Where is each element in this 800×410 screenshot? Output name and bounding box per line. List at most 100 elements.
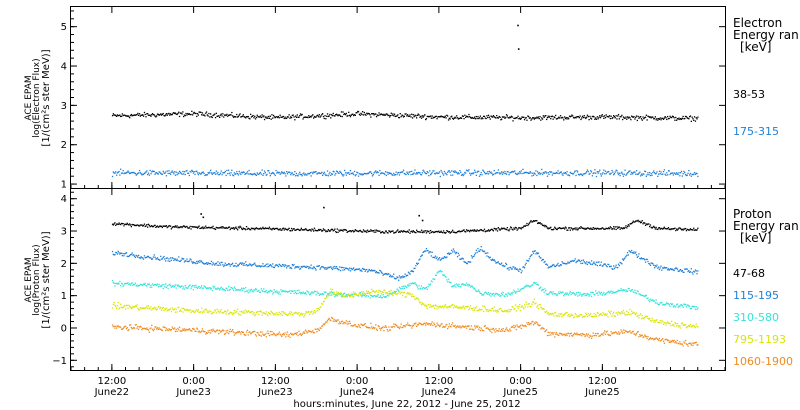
data-point: [640, 294, 642, 296]
data-point: [636, 315, 638, 318]
data-point: [298, 311, 300, 314]
data-point: [213, 227, 215, 230]
data-point: [622, 309, 625, 312]
data-point: [264, 172, 266, 174]
data-point: [328, 292, 330, 295]
data-point: [253, 227, 255, 230]
data-point: [495, 328, 497, 330]
data-point: [639, 171, 641, 173]
data-point: [625, 225, 627, 227]
data-point: [458, 326, 460, 328]
data-point: [486, 115, 488, 117]
data-point: [505, 229, 508, 231]
data-point: [121, 223, 123, 225]
data-point: [571, 172, 573, 175]
data-point: [485, 117, 487, 120]
data-point: [162, 170, 164, 173]
data-point: [348, 294, 350, 296]
data-point: [177, 260, 179, 262]
data-point: [403, 230, 405, 232]
data-point: [458, 307, 460, 309]
data-point: [337, 268, 339, 270]
data-point: [281, 172, 284, 174]
data-point: [423, 231, 425, 234]
data-point: [267, 291, 269, 294]
data-point: [518, 305, 520, 308]
data-point: [550, 265, 552, 267]
data-point: [288, 334, 290, 336]
data-point: [622, 116, 625, 118]
data-point: [407, 172, 409, 174]
data-point: [435, 305, 437, 307]
data-point: [250, 173, 253, 175]
data-point: [133, 306, 136, 308]
data-point: [674, 322, 676, 324]
data-point: [123, 255, 125, 257]
data-point: [174, 226, 176, 228]
data-point: [281, 116, 284, 118]
data-point: [284, 264, 286, 266]
data-point: [574, 170, 576, 172]
data-point: [425, 172, 427, 175]
data-point: [429, 323, 431, 325]
data-point: [182, 225, 184, 228]
data-point: [112, 171, 114, 173]
data-point: [271, 331, 273, 333]
data-point: [149, 114, 151, 116]
data-point: [322, 323, 325, 325]
data-point: [421, 231, 423, 234]
data-point: [523, 225, 525, 227]
data-point: [458, 283, 460, 286]
data-point: [592, 292, 594, 294]
data-point: [671, 268, 674, 270]
data-point: [326, 113, 329, 115]
data-point: [689, 308, 692, 310]
data-point: [182, 311, 184, 313]
data-point: [378, 272, 380, 274]
data-point: [490, 228, 492, 231]
data-point: [601, 314, 603, 317]
data-point: [581, 227, 583, 229]
data-point: [393, 292, 396, 294]
data-point: [393, 277, 396, 279]
data-point: [491, 307, 493, 310]
data-point: [612, 268, 614, 270]
data-point: [579, 292, 581, 294]
data-point: [138, 284, 141, 287]
data-point: [515, 291, 517, 293]
data-point: [555, 293, 557, 295]
data-point: [183, 258, 185, 260]
data-point: [420, 301, 422, 303]
data-point: [608, 264, 610, 266]
data-point: [669, 268, 671, 270]
data-point: [263, 115, 265, 117]
data-point: [393, 174, 396, 176]
data-point: [673, 325, 675, 327]
data-point: [659, 267, 661, 269]
data-point: [449, 232, 451, 234]
data-point: [523, 304, 526, 306]
data-point: [302, 118, 304, 120]
data-point: [442, 232, 444, 234]
data-point: [539, 257, 541, 259]
data-point: [626, 225, 629, 227]
data-point: [225, 174, 227, 177]
data-point: [599, 292, 601, 294]
data-point: [553, 264, 555, 266]
data-point: [219, 172, 222, 174]
data-point: [249, 291, 251, 293]
data-point: [180, 310, 182, 312]
data-point: [402, 287, 404, 290]
data-point: [308, 115, 310, 117]
data-point: [636, 290, 638, 292]
data-point: [568, 294, 570, 296]
data-point: [272, 114, 275, 117]
data-point: [178, 115, 181, 118]
data-point: [514, 325, 517, 327]
data-point: [314, 328, 316, 330]
data-point: [507, 267, 509, 269]
data-point: [566, 229, 568, 231]
data-point: [214, 288, 217, 290]
data-point: [405, 113, 407, 115]
data-point: [329, 230, 331, 232]
